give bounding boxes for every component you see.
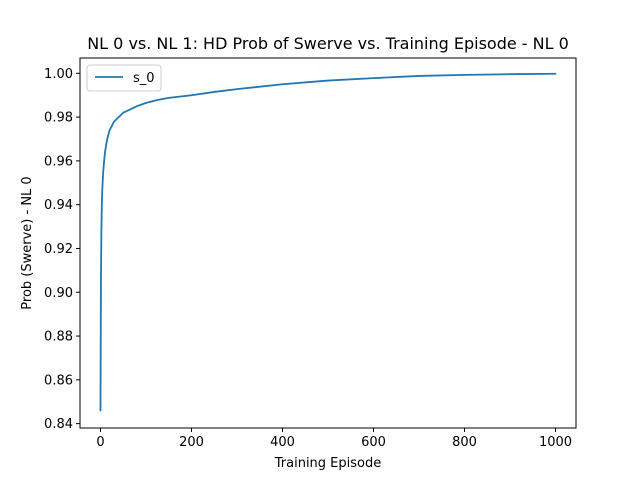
y-tick-label: 0.98 [44, 111, 73, 126]
x-tick-label: 1000 [539, 435, 572, 450]
y-axis-ticks: 0.84 0.86 0.88 0.90 0.92 0.94 0.96 0.98 1.00 [44, 67, 80, 432]
legend: s_0 [86, 64, 162, 92]
y-tick-label: 0.88 [44, 330, 73, 345]
chart-title: NL 0 vs. NL 1: HD Prob of Swerve vs. Tra… [87, 34, 569, 53]
plot-background [80, 58, 576, 428]
x-tick-label: 600 [361, 435, 386, 450]
x-axis-ticks: 0 200 400 600 800 1000 [96, 428, 572, 450]
legend-label-s_0: s_0 [133, 71, 155, 86]
y-tick-label: 0.92 [44, 242, 73, 257]
x-axis-label: Training Episode [274, 456, 381, 471]
y-tick-label: 0.90 [44, 286, 73, 301]
y-tick-label: 1.00 [44, 67, 73, 82]
x-tick-label: 400 [270, 435, 295, 450]
legend-box [86, 64, 162, 92]
series-layer [99, 72, 557, 412]
plot-area [80, 58, 576, 428]
x-tick-label: 800 [452, 435, 477, 450]
x-tick-label: 200 [179, 435, 204, 450]
y-tick-label: 0.84 [44, 417, 73, 432]
y-tick-label: 0.86 [44, 373, 73, 388]
y-tick-label: 0.94 [44, 198, 73, 213]
series-line-s_0 [99, 72, 557, 412]
plot-frame [79, 57, 577, 429]
y-tick-label: 0.96 [44, 154, 73, 169]
x-tick-label: 0 [96, 435, 104, 450]
y-axis-label: Prob (Swerve) - NL 0 [20, 176, 35, 309]
